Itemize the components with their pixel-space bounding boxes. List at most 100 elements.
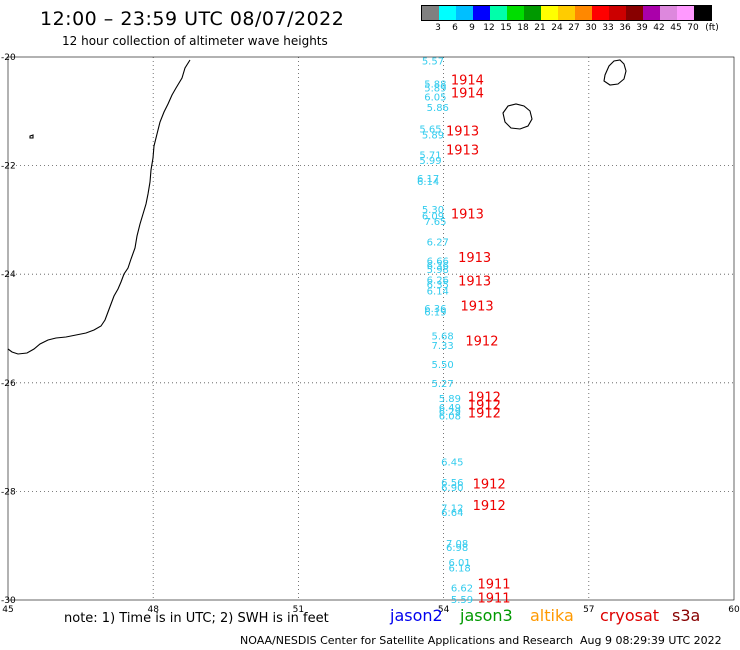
swh-value-label: 7.08 — [446, 539, 468, 550]
scale-label: 27 — [568, 23, 580, 33]
time-label: 1912 — [465, 334, 498, 349]
swh-value-label: 5.65 — [419, 125, 441, 136]
swh-value-label: 6.29 — [439, 407, 461, 418]
scale-label: 45 — [670, 23, 682, 33]
swh-value-label: 5.88 — [424, 80, 446, 91]
y-tick-label: -26 — [1, 379, 16, 389]
generated-timestamp: Aug 9 08:29:39 UTC 2022 — [580, 634, 722, 647]
swh-value-label: 6.14 — [427, 286, 449, 297]
swh-value-label: 6.45 — [441, 458, 463, 469]
y-tick-label: -22 — [1, 162, 16, 172]
swh-value-label: 6.36 — [427, 261, 449, 272]
swh-value-label: 7.65 — [424, 217, 446, 228]
mauritius-island — [603, 59, 627, 86]
time-label: 1913 — [458, 275, 491, 290]
swh-value-label: 6.01 — [448, 558, 470, 569]
scale-label: 18 — [517, 23, 529, 33]
swh-value-label: 5.89 — [439, 394, 461, 405]
scale-label: (ft) — [705, 23, 719, 33]
scale-swatch — [643, 6, 660, 20]
swh-value-label: 7.12 — [441, 504, 463, 515]
swh-value-label: 6.14 — [417, 177, 439, 188]
swh-value-label: 5.30 — [422, 205, 444, 216]
reunion-island — [502, 103, 533, 130]
scale-label: 36 — [619, 23, 631, 33]
swh-value-label: 6.26 — [427, 276, 449, 287]
map-frame — [7, 56, 735, 601]
swh-value-label: 6.09 — [422, 212, 444, 223]
satellite-legend-item: altika — [530, 606, 574, 625]
x-tick-label: 57 — [583, 605, 594, 615]
coastline — [7, 59, 627, 355]
scale-label: 12 — [483, 23, 495, 33]
swh-value-label: 6.18 — [448, 563, 470, 574]
y-tick-label: -28 — [1, 487, 16, 497]
scale-swatch — [677, 6, 694, 20]
swh-value-label: 6.90 — [441, 483, 463, 494]
swh-observations: 5.575.885.896.055.865.655.895.715.996.17… — [417, 56, 473, 606]
time-label: 1912 — [468, 399, 501, 414]
swh-value-label: 5.27 — [432, 379, 454, 390]
satellite-legend-item: cryosat — [600, 606, 660, 625]
scale-swatch — [507, 6, 524, 20]
swh-value-label: 6.66 — [427, 257, 449, 268]
time-labels: 1914191419131913191319131913191319121912… — [446, 73, 511, 606]
swh-value-label: 5.89 — [422, 131, 444, 142]
scale-label: 3 — [435, 23, 441, 33]
scale-label: 70 — [687, 23, 699, 33]
page-title: 12:00 – 23:59 UTC 08/07/2022 — [40, 8, 345, 30]
swh-value-label: 6.27 — [427, 238, 449, 249]
y-tick-label: -20 — [1, 53, 16, 63]
scale-swatch — [626, 6, 643, 20]
swh-value-label: 5.59 — [451, 595, 473, 606]
swh-value-label: 5.50 — [432, 360, 454, 371]
time-label: 1913 — [446, 143, 479, 158]
time-label: 1912 — [473, 477, 506, 492]
small-islet — [29, 134, 34, 139]
scale-label: 15 — [500, 23, 512, 33]
swh-value-label: 6.05 — [424, 93, 446, 104]
scale-label: 42 — [653, 23, 665, 33]
swh-value-label: 6.35 — [427, 280, 449, 291]
swh-value-label: 6.56 — [441, 478, 463, 489]
swh-value-label: 6.49 — [439, 403, 461, 414]
swh-value-label: 7.33 — [432, 341, 454, 352]
note-text: note: 1) Time is in UTC; 2) SWH is in fe… — [64, 611, 329, 626]
scale-label: 30 — [585, 23, 597, 33]
time-label: 1914 — [451, 86, 484, 101]
scale-swatch — [439, 6, 456, 20]
swh-value-label: 5.71 — [419, 151, 441, 162]
scale-label: 6 — [452, 23, 458, 33]
credit-text: NOAA/NESDIS Center for Satellite Applica… — [240, 634, 574, 647]
time-label: 1911 — [477, 578, 510, 593]
satellite-legend-item: jason2 — [390, 606, 443, 625]
color-scale-labels: 3 6 9 12 15 18 21 24 27 30 33 36 39 42 45 70 (ft) — [421, 21, 719, 33]
swh-value-label: 5.68 — [432, 332, 454, 343]
y-tick-label: -24 — [1, 270, 16, 280]
swh-value-label: 6.36 — [424, 304, 446, 315]
scale-swatch — [660, 6, 677, 20]
scale-swatch — [473, 6, 490, 20]
scale-swatch — [694, 6, 711, 20]
time-label: 1913 — [446, 124, 479, 139]
swh-value-label: 5.86 — [427, 103, 449, 114]
satellite-legend-item: jason3 — [460, 606, 513, 625]
time-label: 1912 — [468, 390, 501, 405]
time-label: 1912 — [473, 499, 506, 514]
scale-swatch — [575, 6, 592, 20]
time-label: 1911 — [477, 591, 510, 606]
scale-label: 33 — [602, 23, 614, 33]
x-tick-label: 54 — [438, 605, 450, 615]
swh-value-label: 6.62 — [451, 584, 473, 595]
y-tick-label: -30 — [1, 596, 16, 606]
satellite-legend-item: s3a — [672, 606, 701, 625]
swh-value-label: 6.17 — [417, 174, 439, 185]
swh-value-label: 5.57 — [422, 56, 444, 67]
scale-swatch — [524, 6, 541, 20]
scale-swatch — [558, 6, 575, 20]
time-label: 1913 — [461, 300, 494, 315]
color-scale-legend: 3 6 9 12 15 18 21 24 27 30 33 36 39 42 45 70 (ft) — [421, 5, 719, 33]
scale-label: 21 — [534, 23, 546, 33]
swh-value-label: 6.08 — [439, 411, 461, 422]
